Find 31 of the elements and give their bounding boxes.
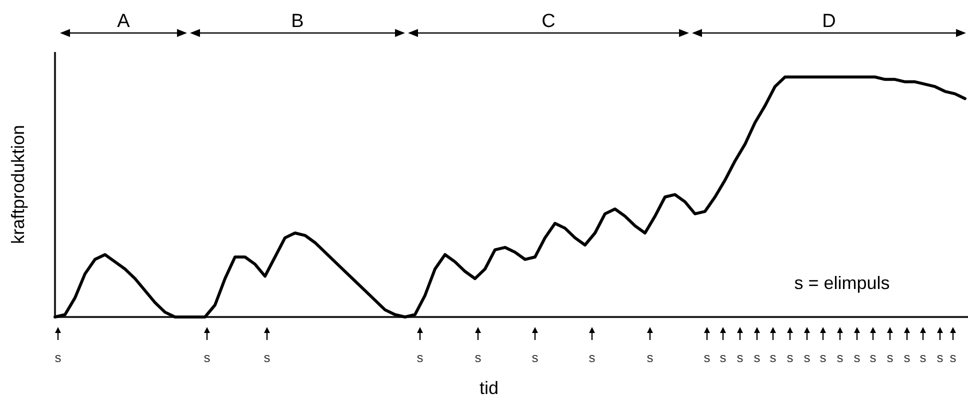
text: s <box>870 350 877 365</box>
text: s <box>720 350 727 365</box>
annotation: s = elimpuls <box>794 273 890 293</box>
text: s <box>886 350 894 365</box>
text: s <box>264 350 271 365</box>
text: B <box>291 11 304 32</box>
text: s <box>588 350 596 365</box>
y-axis-title: kraftproduktion <box>8 124 28 244</box>
text: s <box>754 350 761 365</box>
text: s <box>736 350 744 365</box>
text: s <box>770 350 777 365</box>
text: s <box>474 350 482 365</box>
text: s <box>804 350 811 365</box>
text: D <box>822 11 836 32</box>
text: s <box>820 350 827 365</box>
text: s <box>854 350 861 365</box>
x-axis-title: tid <box>479 378 499 398</box>
text: s <box>54 350 62 365</box>
text: C <box>542 11 556 32</box>
text: s <box>920 350 927 365</box>
text: s <box>532 350 539 365</box>
text: s <box>836 350 844 365</box>
text: s <box>904 350 911 365</box>
text: s <box>704 350 711 365</box>
text: s <box>786 350 794 365</box>
text: s <box>204 350 211 365</box>
text: s <box>416 350 424 365</box>
text: s <box>936 350 944 365</box>
text: A <box>117 11 130 32</box>
text: s <box>646 350 654 365</box>
text: s <box>950 350 957 365</box>
